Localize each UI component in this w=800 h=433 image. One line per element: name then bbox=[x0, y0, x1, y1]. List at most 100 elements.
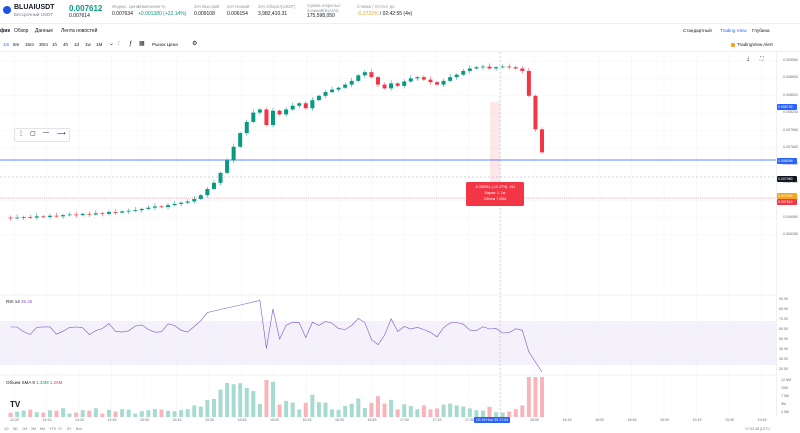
view-standard[interactable]: Стандартный bbox=[683, 28, 712, 33]
tab-news[interactable]: Лента новостей bbox=[61, 28, 98, 34]
candle-body bbox=[264, 109, 269, 126]
range-bar: 1D 5D 1M 3M 6M YTD 1Y 5Y Все 17:03:38 (UTC) bbox=[0, 426, 800, 433]
candle-body bbox=[133, 210, 138, 211]
tab-data[interactable]: Данные bbox=[35, 28, 54, 34]
volume-bar bbox=[264, 380, 269, 417]
symbol-name[interactable]: BLUAIUSDT bbox=[14, 4, 55, 11]
chevron-down-icon[interactable]: ⌄ bbox=[109, 41, 115, 47]
volume-tick: 5M bbox=[781, 402, 786, 406]
candle-body bbox=[152, 206, 157, 208]
timeframe-1d[interactable]: 1d bbox=[74, 42, 80, 47]
rectangle-icon[interactable]: ▢ bbox=[30, 131, 36, 137]
candle-body bbox=[198, 195, 203, 199]
line-icon[interactable]: — bbox=[43, 130, 49, 136]
range-button[interactable]: 1Y bbox=[58, 427, 63, 431]
volume-bar bbox=[211, 399, 216, 417]
volume-tick: 12.5M bbox=[781, 378, 791, 382]
time-tick: 14:45 bbox=[107, 418, 117, 422]
settings-icon[interactable]: ⚙ bbox=[192, 41, 198, 47]
timeframe-4h[interactable]: 4h bbox=[63, 42, 69, 47]
time-tick: 14:15 bbox=[42, 418, 52, 422]
candle-body bbox=[211, 182, 216, 190]
volume-bar bbox=[435, 408, 440, 417]
candle-body bbox=[80, 213, 85, 216]
price-tick: 0.007680 bbox=[783, 145, 798, 149]
candle-body bbox=[231, 146, 236, 161]
range-button[interactable]: YTD bbox=[49, 427, 57, 431]
tradingview-alert-checkbox[interactable]: TradingView Alert bbox=[737, 42, 773, 47]
measure-highlight bbox=[490, 102, 500, 182]
time-tick: 17:15 bbox=[432, 418, 442, 422]
timeframe-1M[interactable]: 1M bbox=[96, 42, 103, 47]
rsi-tick: 50.00 bbox=[779, 337, 788, 341]
arrow-icon[interactable]: ⟶ bbox=[57, 131, 66, 137]
price-tag: 0.007634 bbox=[777, 193, 797, 199]
drawing-toolbox[interactable]: ⋮ ▢ — ⟶ bbox=[14, 128, 70, 142]
price-type-select[interactable]: Рынок Цена bbox=[152, 42, 178, 47]
tab-chart[interactable]: фик bbox=[0, 28, 10, 34]
tooltip-volume: Объем 7,09M bbox=[483, 196, 507, 201]
candle-body bbox=[185, 201, 190, 203]
volume-bar bbox=[120, 409, 125, 417]
time-tick: 12:20 bbox=[10, 418, 19, 422]
price-chart[interactable] bbox=[0, 52, 776, 417]
range-button[interactable]: 3M bbox=[31, 427, 36, 431]
range-button[interactable]: 6M bbox=[40, 427, 45, 431]
candle-body bbox=[487, 66, 492, 69]
volume-bar bbox=[500, 412, 505, 417]
volume-bar bbox=[93, 408, 98, 417]
volume-bar bbox=[61, 408, 66, 417]
candle-body bbox=[369, 72, 374, 78]
drag-handle-icon[interactable]: ⋮ bbox=[18, 131, 24, 137]
range-button[interactable]: 1M bbox=[22, 427, 27, 431]
rsi-value: 35.46 bbox=[21, 299, 33, 304]
indicators-icon[interactable]: ƒ bbox=[129, 41, 133, 47]
candle-body bbox=[159, 206, 164, 208]
price-tick: 0.008520 bbox=[783, 92, 798, 97]
volume-bar bbox=[277, 404, 282, 417]
volume-bar bbox=[100, 413, 105, 417]
timeframe-5m[interactable]: 5m bbox=[13, 42, 20, 47]
candle-type-icon[interactable]: ⫶ bbox=[118, 41, 120, 47]
volume-bar bbox=[271, 381, 275, 417]
tab-overview[interactable]: Обзор bbox=[14, 28, 29, 34]
candle-body bbox=[290, 105, 295, 110]
candle-body bbox=[461, 70, 466, 75]
stat-label: Индекс. Цена bbox=[112, 4, 140, 9]
timeframe-15m[interactable]: 15m bbox=[25, 42, 34, 47]
layout-icon[interactable]: ▦ bbox=[139, 41, 145, 47]
time-tick: 15:30 bbox=[205, 418, 214, 422]
candle-body bbox=[172, 203, 177, 206]
range-button[interactable]: 5D bbox=[13, 427, 18, 431]
timeframe-1w[interactable]: 1w bbox=[85, 42, 91, 47]
candle-body bbox=[395, 83, 400, 86]
range-button[interactable]: 5Y bbox=[67, 427, 72, 431]
alert-checkbox-icon[interactable] bbox=[731, 43, 735, 47]
view-depth[interactable]: Глубина bbox=[752, 28, 770, 33]
time-tick: 15:00 bbox=[140, 418, 149, 422]
range-button[interactable]: 1D bbox=[4, 427, 9, 431]
timeframe-30m[interactable]: 30m bbox=[39, 42, 48, 47]
volume-bar bbox=[28, 409, 33, 417]
volume-bar bbox=[225, 383, 230, 417]
time-tick: 16:45 bbox=[367, 418, 377, 422]
fullscreen-icon[interactable]: ⛶ bbox=[760, 56, 764, 62]
volume-bar bbox=[47, 410, 52, 417]
download-icon[interactable]: ⤓ bbox=[747, 56, 750, 62]
stat-3: 24ч Низкий 0.006154 bbox=[227, 4, 249, 17]
volume-bar bbox=[185, 409, 190, 417]
volume-bar bbox=[159, 409, 164, 417]
view-tradingview[interactable]: Trading View bbox=[720, 28, 747, 33]
tooltip-bars: Баров: 1, 1м bbox=[484, 190, 506, 195]
volume-bar bbox=[80, 410, 85, 417]
timeframe-1h[interactable]: 1h bbox=[52, 42, 58, 47]
volume-bar bbox=[231, 384, 236, 417]
time-tick: 18:15 bbox=[562, 418, 572, 422]
measure-tooltip: -0.000911 (-10.37%) -911 Баров: 1, 1м Об… bbox=[466, 182, 524, 206]
timeframe-1m[interactable]: 1m bbox=[3, 42, 10, 47]
volume-bar bbox=[415, 409, 420, 417]
price-tick: 0.006560 bbox=[783, 214, 798, 219]
range-button[interactable]: Все bbox=[76, 427, 83, 431]
price-tick: 0.006280 bbox=[783, 232, 798, 236]
time-tick: 19:15 bbox=[692, 418, 702, 422]
